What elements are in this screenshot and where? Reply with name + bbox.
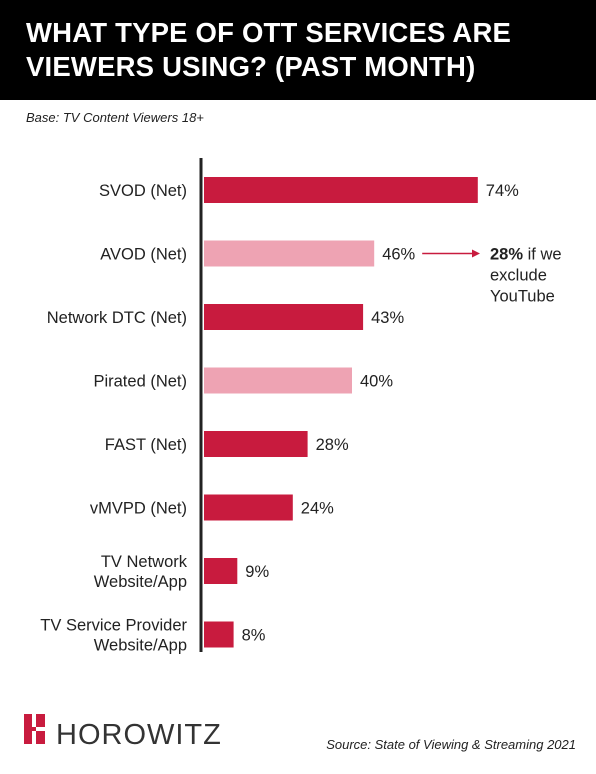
category-label-3: Pirated (Net) — [93, 373, 187, 391]
bar-6 — [204, 558, 238, 584]
value-label-0: 74% — [486, 182, 519, 200]
bar-0 — [204, 177, 478, 203]
annotation-text: 28% if we exclude YouTube — [490, 246, 562, 306]
bar-chart: SVOD (Net) 74% AVOD (Net) 46% Network DTC (N… — [40, 158, 562, 655]
bar-1 — [204, 240, 375, 267]
horowitz-logo: HOROWITZ — [24, 712, 254, 752]
category-label-4: FAST (Net) — [105, 436, 187, 454]
category-label-5: vMVPD (Net) — [90, 500, 187, 518]
header-banner: WHAT TYPE OF OTT SERVICES ARE VIEWERS US… — [0, 0, 596, 100]
category-label-2: Network DTC (Net) — [47, 309, 187, 327]
value-label-4: 28% — [316, 436, 349, 454]
bar-5 — [204, 494, 293, 521]
bar-4 — [204, 431, 308, 457]
value-label-3: 40% — [360, 373, 393, 391]
annotation-arrow-head — [472, 249, 480, 258]
logo-mark-icon — [24, 714, 46, 744]
category-label-0: SVOD (Net) — [99, 182, 187, 200]
bar-2 — [204, 304, 364, 330]
value-label-6: 9% — [245, 563, 269, 581]
value-label-5: 24% — [301, 500, 334, 518]
category-label-7: TV Service Provider Website/App — [40, 617, 187, 655]
value-label-1: 46% — [382, 246, 415, 264]
bar-3 — [204, 367, 352, 394]
value-label-7: 8% — [242, 627, 266, 645]
value-label-2: 43% — [371, 309, 404, 327]
source-note: Source: State of Viewing & Streaming 202… — [326, 737, 576, 752]
base-note: Base: TV Content Viewers 18+ — [26, 110, 204, 125]
bar-7 — [204, 621, 234, 648]
page-title: WHAT TYPE OF OTT SERVICES ARE VIEWERS US… — [26, 17, 512, 82]
logo-wordmark: HOROWITZ — [56, 719, 222, 751]
category-label-6: TV Network Website/App — [94, 553, 188, 591]
category-label-1: AVOD (Net) — [100, 246, 187, 264]
